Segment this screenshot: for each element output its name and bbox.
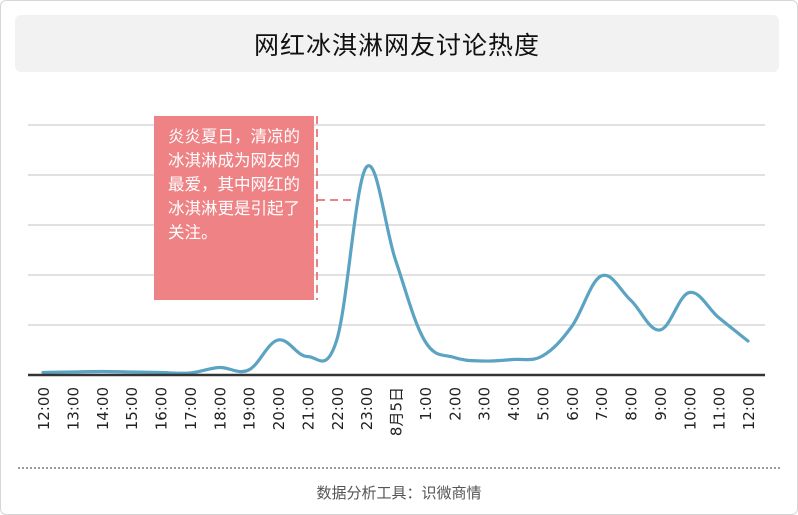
x-tick-label: 21:00: [299, 387, 317, 430]
x-tick-label: 1:00: [417, 387, 435, 421]
x-tick-label: 7:00: [593, 387, 611, 421]
x-tick-label: 19:00: [241, 387, 259, 430]
grid-lines: [28, 124, 765, 326]
footer-separator: [18, 467, 780, 469]
x-tick-label: 9:00: [652, 387, 670, 421]
x-tick-label: 3:00: [476, 387, 494, 421]
x-tick-label: 2:00: [446, 387, 464, 421]
x-tick-label: 12:00: [740, 387, 758, 430]
x-tick-label: 22:00: [329, 387, 347, 430]
footer-credit: 数据分析工具：识微商情: [316, 484, 482, 502]
x-tick-label: 5:00: [534, 387, 552, 421]
x-tick-label: 17:00: [182, 387, 200, 430]
x-tick-label: 13:00: [64, 387, 82, 430]
x-tick-label: 16:00: [153, 387, 171, 430]
x-tick-label: 6:00: [564, 387, 582, 421]
x-tick-label: 14:00: [94, 387, 112, 430]
x-tick-label: 23:00: [358, 387, 376, 430]
x-tick-label: 15:00: [123, 387, 141, 430]
x-tick-label: 10:00: [681, 387, 699, 430]
x-tick-label: 8月5日: [388, 387, 406, 436]
x-tick-label: 8:00: [623, 387, 641, 421]
callout-leader: [316, 116, 355, 300]
x-tick-label: 11:00: [711, 387, 729, 430]
x-tick-label: 12:00: [35, 387, 53, 430]
x-tick-label: 18:00: [211, 387, 229, 430]
x-tick-label: 4:00: [505, 387, 523, 421]
x-tick-labels: 12:00 13:00 14:00 15:00 16:00 17:00 18:00 19:00…: [35, 387, 758, 436]
title-bar: 网红冰淇淋网友讨论热度: [15, 15, 779, 72]
x-tick-label: 20:00: [270, 387, 288, 430]
series-line: [41, 164, 750, 375]
annotation-callout: 炎炎夏日，清凉的冰淇淋成为网友的最爱，其中网红的冰淇淋更是引起了关注。: [154, 116, 314, 300]
chart-title: 网红冰淇淋网友讨论热度: [253, 30, 540, 60]
